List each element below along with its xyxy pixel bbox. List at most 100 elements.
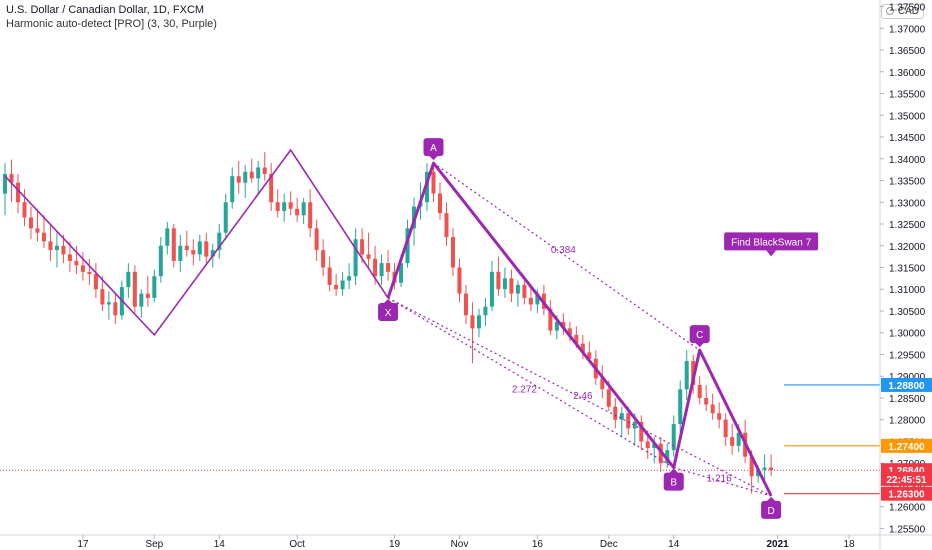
- candle-body: [567, 328, 572, 335]
- candle-body: [249, 171, 254, 179]
- candle-body: [710, 404, 715, 414]
- candle-body: [288, 202, 293, 209]
- pattern-point-pointer: [694, 342, 705, 348]
- candle-body: [301, 202, 306, 216]
- pattern-point-badge: [378, 302, 399, 321]
- pattern-point-label: D: [768, 506, 775, 517]
- candle-body: [230, 176, 235, 203]
- ratio-label: 0.384: [551, 245, 576, 256]
- candle-body: [502, 278, 507, 290]
- y-tick-label: 1.30000: [889, 329, 926, 340]
- candle-body: [2, 173, 8, 194]
- candle-body: [736, 432, 741, 446]
- y-tick-label: 1.30500: [889, 307, 926, 318]
- candle-body: [626, 413, 631, 429]
- y-tick-label: 1.28000: [889, 416, 926, 427]
- candle-body: [483, 306, 488, 316]
- candle-body: [74, 260, 79, 266]
- pattern-point-b: B: [663, 468, 684, 491]
- candle-body: [256, 167, 261, 179]
- y-tick-label: 1.33000: [889, 198, 926, 209]
- candle-body: [15, 182, 20, 203]
- y-tick-label: 1.25500: [889, 524, 926, 535]
- candle-body: [113, 302, 118, 316]
- candle-body: [41, 232, 46, 242]
- y-tick-label: 1.34500: [889, 133, 926, 144]
- y-tick-label: 1.34000: [889, 155, 926, 166]
- x-tick-label: 2021: [766, 539, 789, 550]
- candle-body: [749, 456, 754, 477]
- ratio-label: 2.272: [512, 384, 537, 395]
- candle-body: [580, 343, 585, 353]
- candle-body: [632, 421, 637, 429]
- y-tick-label: 1.31500: [889, 264, 926, 275]
- candle-body: [470, 315, 475, 329]
- pattern-point-x: X: [378, 298, 399, 321]
- candle-body: [399, 263, 404, 283]
- candle-body: [308, 202, 313, 229]
- y-tick-label: 1.29000: [889, 372, 926, 383]
- candle-body: [61, 245, 66, 255]
- candle-body: [106, 302, 111, 305]
- candle-body: [613, 406, 618, 420]
- candle-body: [282, 202, 287, 211]
- candle-body: [126, 271, 131, 288]
- candle-body: [535, 293, 540, 305]
- candle-body: [489, 271, 494, 307]
- ratio-dotted-line: [433, 162, 701, 351]
- candle-body: [450, 237, 455, 268]
- candle-body: [93, 274, 98, 290]
- blackswan-callout-pointer: [766, 250, 777, 257]
- xabcd-legs: [386, 161, 773, 497]
- candle-body: [730, 437, 735, 446]
- candle-body: [515, 284, 520, 294]
- currency-badge[interactable]: CAD: [880, 4, 924, 19]
- indicator-title: Harmonic auto-detect [PRO] (3, 30, Purpl…: [6, 18, 217, 30]
- candles-layer: [2, 152, 774, 494]
- x-tick-label: Nov: [451, 539, 469, 550]
- harmonic-pattern: X A B C D 0.384 2.272 2.46 1.216 Find BlackSwan 7: [4, 138, 819, 519]
- price-tag-label: 22:45:51: [886, 475, 926, 486]
- level-lines: [0, 384, 880, 495]
- y-tick-label: 1.35000: [889, 111, 926, 122]
- candle-body: [67, 254, 72, 261]
- x-tick-label: Dec: [600, 539, 618, 550]
- price-axis: 1.37500 1.37000 1.36500 1.36000 1.35500 1.350…: [879, 0, 932, 550]
- candle-body: [561, 321, 566, 329]
- candle-body: [496, 271, 501, 290]
- x-tick-label: 17: [77, 539, 89, 550]
- candle-body: [35, 228, 40, 233]
- x-tick-label: 18: [843, 539, 855, 550]
- y-tick-label: 1.29500: [889, 350, 926, 361]
- candle-body: [366, 254, 371, 259]
- candle-body: [334, 284, 339, 290]
- symbol-title: U.S. Dollar / Canadian Dollar, 1D, FXCM: [6, 4, 205, 16]
- candle-body: [197, 241, 202, 255]
- price-tag: [881, 471, 932, 486]
- candle-body: [275, 202, 280, 211]
- candle-body: [9, 173, 14, 183]
- candle-body: [587, 352, 592, 359]
- candle-body: [509, 278, 514, 294]
- pattern-point-a: A: [423, 138, 444, 161]
- candle-body: [756, 469, 761, 477]
- candle-body: [444, 213, 449, 238]
- candle-body: [22, 202, 27, 218]
- candle-body: [262, 167, 267, 174]
- candle-body: [476, 315, 481, 329]
- price-tag-label: 1.26840: [888, 466, 925, 477]
- pattern-point-badge: [423, 138, 444, 157]
- candle-body: [132, 271, 137, 307]
- candle-body: [574, 334, 579, 344]
- candle-body: [158, 245, 163, 277]
- candle-body: [347, 276, 352, 281]
- y-tick-label: 1.36000: [889, 68, 926, 79]
- candle-body: [171, 228, 176, 261]
- candle-body: [619, 413, 624, 420]
- candle-body: [405, 228, 410, 264]
- pattern-point-badge: [761, 500, 782, 519]
- candle-body: [217, 232, 222, 251]
- candle-body: [463, 293, 468, 316]
- candle-body: [327, 267, 332, 285]
